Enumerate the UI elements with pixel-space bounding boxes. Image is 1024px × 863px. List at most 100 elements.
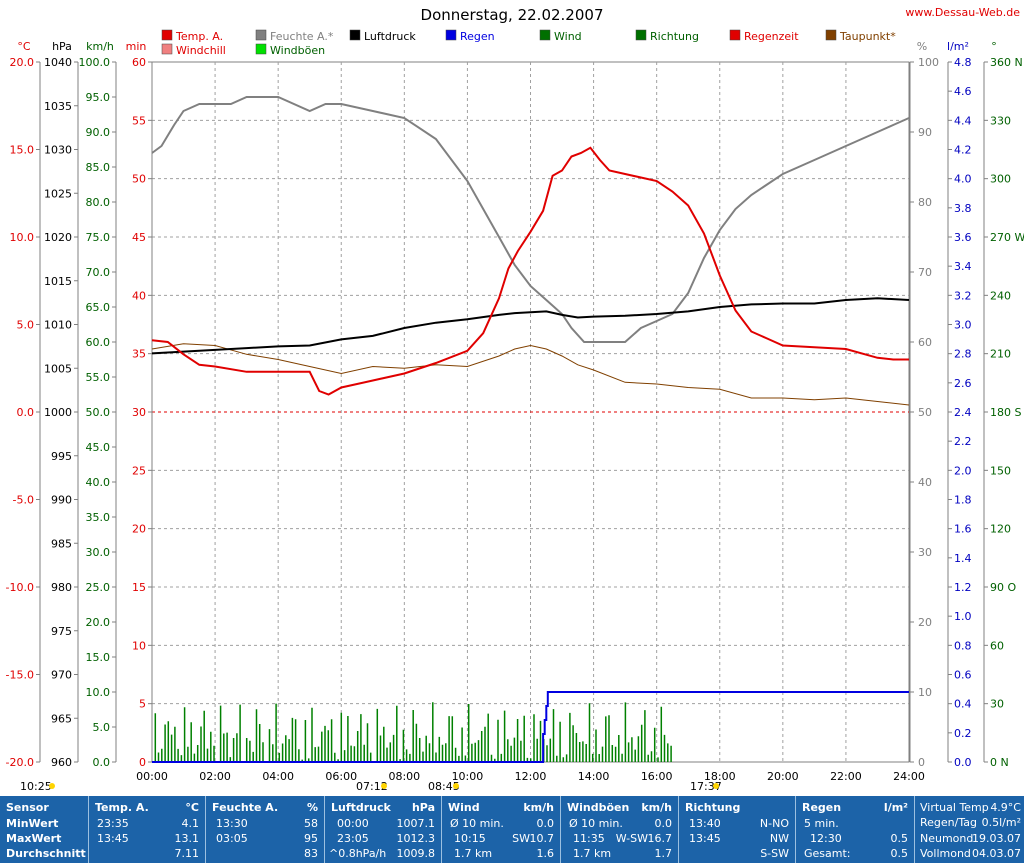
pressure-block: Luftdruck hPa 00:00 1007.1 23:05 1012.3 …	[325, 796, 441, 863]
legend-label: Temp. A.	[175, 30, 223, 43]
row-label-max: MaxWert	[6, 832, 62, 845]
tick-label: 4.2	[954, 144, 972, 157]
tick-label: 5.0	[17, 319, 35, 332]
wind-avg-value: 0.0	[536, 817, 555, 830]
legend-label: Taupunkt*	[839, 30, 896, 43]
separator	[795, 796, 796, 863]
rain-total-value: 0.5	[890, 847, 909, 860]
tick-label: 0.0	[954, 756, 972, 769]
pressure-min-value: 1007.1	[396, 817, 436, 830]
sun-icon	[713, 783, 719, 789]
legend-swatch	[349, 29, 361, 41]
x-tick-label: 24:00	[893, 770, 925, 783]
temperature-series	[151, 146, 909, 396]
tick-label: 300	[990, 173, 1011, 186]
x-tick-label: 08:00	[388, 770, 420, 783]
tick-label: 0.2	[954, 727, 972, 740]
tick-label: 95.0	[86, 91, 111, 104]
x-tick-label: 20:00	[767, 770, 799, 783]
tick-label: 30	[990, 698, 1004, 711]
tick-label: 2.6	[954, 377, 972, 390]
pressure-max-value: 1012.3	[396, 832, 436, 845]
gust-block: Windböen km/h Ø 10 min. 0.0 11:35 W-SW 1…	[561, 796, 678, 863]
tick-label: 995	[51, 450, 72, 463]
tick-label: 120	[990, 523, 1011, 536]
rain-series	[152, 691, 909, 763]
humidity-min-value: 58	[304, 817, 318, 830]
tick-label: -15.0	[6, 669, 34, 682]
legend-swatch	[161, 43, 173, 55]
tick-label: 10.0	[10, 231, 35, 244]
tick-label: 1035	[44, 100, 72, 113]
tick-label: 1015	[44, 275, 72, 288]
tick-label: 5.0	[93, 721, 111, 734]
axis-label: %	[917, 40, 927, 53]
tick-label: 50	[918, 406, 932, 419]
tick-label: 0.0	[17, 406, 35, 419]
separator	[560, 796, 561, 863]
x-tick-label: 02:00	[199, 770, 231, 783]
tick-label: 25	[132, 464, 146, 477]
legend-swatch	[445, 29, 457, 41]
humidity-avg-value: 83	[304, 847, 318, 860]
gust-avg-label: Ø 10 min.	[569, 817, 623, 830]
tick-label: 0.6	[954, 669, 972, 682]
x-tick-label: 22:00	[830, 770, 862, 783]
virtual-temp-value: 4.9°C	[990, 801, 1021, 814]
legend-label: Regen	[460, 30, 495, 43]
sensor-block: Sensor MinWert MaxWert Durchschnitt	[0, 796, 88, 863]
wind-max-value: 10.7	[529, 832, 555, 845]
sun-marker-label: 17:37	[690, 780, 722, 793]
x-tick-label: 10:00	[452, 770, 484, 783]
tick-label: 40	[918, 476, 932, 489]
tick-label: 2.2	[954, 435, 972, 448]
tick-label: 60	[990, 639, 1004, 652]
new-moon-label: Neumond	[920, 832, 974, 845]
humidity-max-value: 95	[304, 832, 318, 845]
tick-label: 4.8	[954, 56, 972, 69]
rain-per-day-label: Regen/Tag	[920, 816, 977, 829]
direction-header: Richtung	[685, 801, 741, 814]
x-tick-label: 00:00	[136, 770, 168, 783]
tick-label: 1.8	[954, 494, 972, 507]
temp-avg-value: 7.11	[174, 847, 200, 860]
tick-label: 985	[51, 537, 72, 550]
tick-label: 980	[51, 581, 72, 594]
direction-value-3: S-SW	[760, 847, 789, 860]
legend-label: Wind	[554, 30, 582, 43]
tick-label: 90.0	[86, 126, 111, 139]
legend-label: Windböen	[270, 44, 325, 57]
legend-label: Luftdruck	[364, 30, 416, 43]
wind-max-direction: SW	[512, 832, 530, 845]
tick-label: 1025	[44, 187, 72, 200]
tick-label: 0	[918, 756, 925, 769]
tick-label: 35.0	[86, 511, 111, 524]
gust-max-time: 11:35	[573, 832, 605, 845]
full-moon-label: Vollmond	[920, 847, 971, 860]
tick-label: 970	[51, 669, 72, 682]
humidity-series	[151, 96, 910, 343]
tick-label: 180 S	[990, 406, 1021, 419]
tick-label: 60	[918, 336, 932, 349]
temp-header: Temp. A.	[95, 801, 149, 814]
tick-label: 960	[51, 756, 72, 769]
separator	[441, 796, 442, 863]
legend-swatch	[729, 29, 741, 41]
site-link[interactable]: www.Dessau-Web.de	[905, 6, 1020, 19]
direction-time-1: 13:40	[689, 817, 721, 830]
sensor-header: Sensor	[6, 801, 49, 814]
tick-label: 15	[132, 581, 146, 594]
pressure-series	[151, 297, 910, 355]
tick-label: 975	[51, 625, 72, 638]
tick-label: 1000	[44, 406, 72, 419]
tick-label: 55.0	[86, 371, 111, 384]
tick-label: 240	[990, 289, 1011, 302]
tick-label: 4.4	[954, 114, 972, 127]
tick-label: 1020	[44, 231, 72, 244]
stats-panel: Sensor MinWert MaxWert Durchschnitt Temp…	[0, 796, 1024, 863]
gust-distance: 1.7 km	[573, 847, 612, 860]
humidity-max-time: 03:05	[216, 832, 248, 845]
row-label-min: MinWert	[6, 817, 59, 830]
pressure-trend: ^0.8hPa/h	[329, 847, 387, 860]
axis-label: °	[991, 40, 997, 53]
